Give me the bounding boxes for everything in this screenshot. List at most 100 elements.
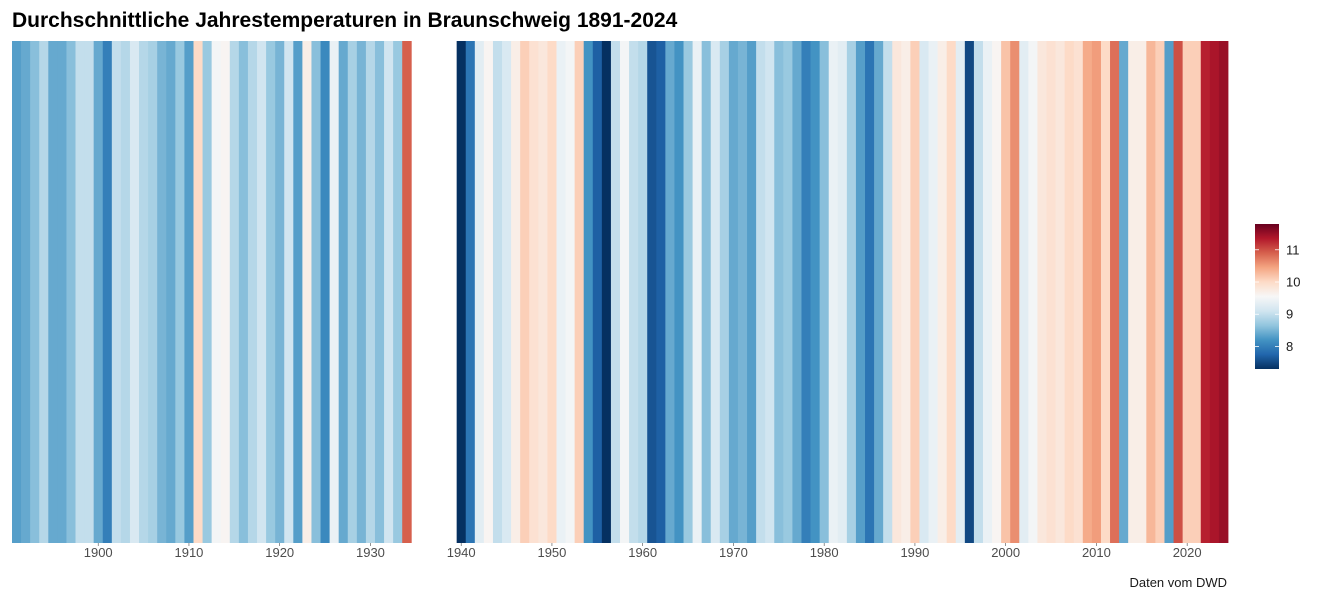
stripe-1959 — [629, 41, 639, 543]
x-tick-label-1930: 1930 — [356, 545, 385, 560]
stripe-1966 — [692, 41, 703, 543]
stripe-1905 — [139, 41, 149, 543]
stripe-1910 — [184, 41, 194, 543]
stripe-1970 — [728, 41, 739, 543]
stripe-1974 — [765, 41, 775, 543]
x-tick-label-1900: 1900 — [84, 545, 113, 560]
stripe-1948 — [529, 41, 539, 543]
stripe-1991 — [919, 41, 929, 543]
stripe-1897 — [66, 41, 76, 543]
stripe-1964 — [674, 41, 684, 543]
stripe-1980 — [819, 41, 830, 543]
stripe-2020 — [1182, 41, 1193, 543]
stripe-1951 — [556, 41, 566, 543]
stripe-1943 — [483, 41, 494, 543]
stripe-1931 — [374, 41, 385, 543]
stripe-2003 — [1028, 41, 1038, 543]
stripe-1900 — [93, 41, 104, 543]
stripe-1985 — [865, 41, 875, 543]
stripe-1994 — [946, 41, 957, 543]
stripe-1912 — [202, 41, 213, 543]
stripe-2002 — [1019, 41, 1029, 543]
stripe-1904 — [129, 41, 140, 543]
stripe-1958 — [620, 41, 630, 543]
stripe-1926 — [329, 41, 340, 543]
stripe-1906 — [148, 41, 158, 543]
x-tick-label-1940: 1940 — [447, 545, 476, 560]
stripe-2005 — [1046, 41, 1056, 543]
stripe-1973 — [756, 41, 766, 543]
stripe-1909 — [175, 41, 185, 543]
x-tick-label-1990: 1990 — [900, 545, 929, 560]
stripe-1957 — [610, 41, 621, 543]
stripe-1941 — [465, 41, 476, 543]
stripe-1930 — [365, 41, 376, 543]
stripe-2001 — [1010, 41, 1020, 543]
stripe-1993 — [937, 41, 948, 543]
x-axis: 1900 1910 1920 1930 1940 1950 1960 1970 1980 1990… — [84, 543, 1202, 560]
stripe-1934 — [402, 41, 412, 543]
stripe-1918 — [257, 41, 267, 543]
stripe-1898 — [75, 41, 85, 543]
stripe-1952 — [565, 41, 576, 543]
data-source-caption: Daten vom DWD — [1129, 575, 1227, 590]
stripe-1944 — [492, 41, 503, 543]
stripe-2022 — [1200, 41, 1211, 543]
stripe-1923 — [302, 41, 312, 543]
stripe-1891 — [12, 41, 22, 543]
stripe-1979 — [810, 41, 821, 543]
stripe-1978 — [801, 41, 811, 543]
stripe-2015 — [1137, 41, 1147, 543]
stripe-1893 — [30, 41, 40, 543]
stripe-1940 — [456, 41, 467, 543]
x-tick-label-1910: 1910 — [174, 545, 203, 560]
legend-colorbar — [1255, 224, 1279, 369]
stripe-1908 — [166, 41, 176, 543]
stripe-1987 — [883, 41, 893, 543]
stripe-2006 — [1055, 41, 1066, 543]
stripe-2023 — [1209, 41, 1220, 543]
stripe-2016 — [1146, 41, 1156, 543]
stripe-1922 — [293, 41, 303, 543]
stripe-1953 — [574, 41, 585, 543]
stripe-1976 — [783, 41, 793, 543]
stripe-1962 — [656, 41, 666, 543]
stripe-1955 — [592, 41, 603, 543]
stripe-1990 — [910, 41, 920, 543]
stripe-2004 — [1037, 41, 1047, 543]
stripe-2009 — [1082, 41, 1093, 543]
stripe-1996 — [964, 41, 975, 543]
stripe-1915 — [229, 41, 240, 543]
stripe-2024 — [1218, 41, 1229, 543]
stripe-1913 — [211, 41, 222, 543]
stripe-1989 — [901, 41, 911, 543]
stripe-1920 — [275, 41, 285, 543]
stripe-1984 — [855, 41, 866, 543]
x-tick-label-1980: 1980 — [810, 545, 839, 560]
stripe-1907 — [157, 41, 167, 543]
stripe-1972 — [747, 41, 757, 543]
stripe-1998 — [982, 41, 993, 543]
stripe-1971 — [737, 41, 748, 543]
stripe-1983 — [846, 41, 857, 543]
stripe-1902 — [111, 41, 122, 543]
stripe-1924 — [311, 41, 321, 543]
stripe-1997 — [973, 41, 984, 543]
stripe-1968 — [710, 41, 721, 543]
stripe-1988 — [892, 41, 902, 543]
stripe-1986 — [874, 41, 884, 543]
stripe-2021 — [1191, 41, 1202, 543]
chart-title: Durchschnittliche Jahrestemperaturen in … — [12, 9, 678, 32]
stripe-1956 — [601, 41, 612, 543]
x-tick-label-1920: 1920 — [265, 545, 294, 560]
color-legend: 8 9 10 11 — [1255, 224, 1300, 369]
stripe-2007 — [1064, 41, 1075, 543]
stripe-1933 — [393, 41, 403, 543]
stripe-1894 — [39, 41, 49, 543]
stripe-1963 — [665, 41, 675, 543]
stripe-1947 — [520, 41, 530, 543]
stripe-1917 — [247, 41, 258, 543]
legend-label-11: 11 — [1286, 242, 1300, 257]
stripe-2012 — [1110, 41, 1120, 543]
